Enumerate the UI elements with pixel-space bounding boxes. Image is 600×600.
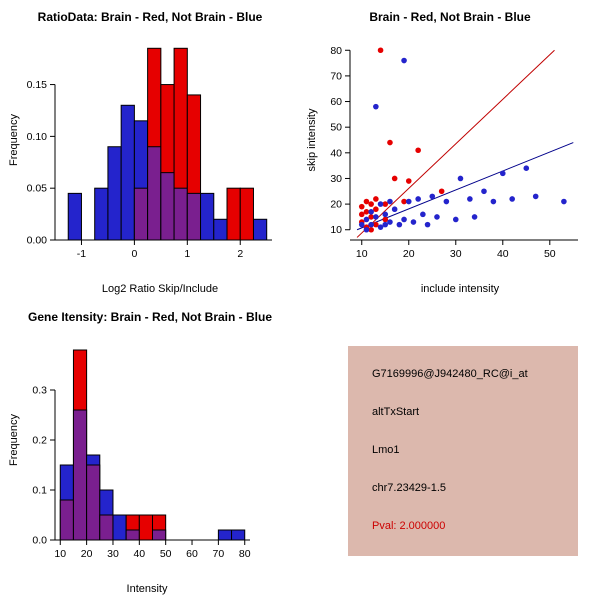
svg-text:0.15: 0.15 xyxy=(27,79,48,91)
svg-text:60: 60 xyxy=(330,96,342,108)
svg-text:70: 70 xyxy=(213,548,225,560)
svg-text:10: 10 xyxy=(356,248,368,260)
gene-histogram-ylabel: Frequency xyxy=(8,414,20,466)
ratio-histogram-xlabel: Log2 Ratio Skip/Include xyxy=(101,283,219,295)
svg-text:1: 1 xyxy=(184,248,190,260)
svg-text:0.05: 0.05 xyxy=(27,183,48,195)
svg-text:40: 40 xyxy=(497,248,509,260)
svg-text:2: 2 xyxy=(237,248,243,260)
svg-text:0.0: 0.0 xyxy=(32,535,47,547)
svg-text:40: 40 xyxy=(133,548,145,560)
intensity-scatter-xlabel: include intensity xyxy=(420,283,500,295)
gene-histogram-chart: 10 20 30 40 50 60 70 80 0.0 0.1 0.2 0.3 xyxy=(32,349,251,560)
ratio-histogram-title: RatioData: Brain - Red, Not Brain - Blue xyxy=(37,10,263,24)
gene-histogram-xlabel: Intensity xyxy=(126,583,168,595)
svg-text:50: 50 xyxy=(330,122,342,134)
svg-text:50: 50 xyxy=(544,248,556,260)
svg-text:0.00: 0.00 xyxy=(27,235,48,247)
svg-text:60: 60 xyxy=(186,548,198,560)
intensity-scatter-title: Brain - Red, Not Brain - Blue xyxy=(369,10,531,24)
pval: Pval: 2.000000 xyxy=(372,520,446,532)
svg-text:0: 0 xyxy=(131,248,137,260)
svg-text:30: 30 xyxy=(450,248,462,260)
svg-text:70: 70 xyxy=(330,70,342,82)
svg-text:40: 40 xyxy=(330,147,342,159)
panel-gene-histogram: Gene Itensity: Brain - Red, Not Brain - … xyxy=(0,300,300,600)
svg-text:10: 10 xyxy=(54,548,66,560)
intensity-scatter-chart: 10 20 30 40 50 10 20 30 40 50 60 70 80 xyxy=(330,45,578,260)
ratio-histogram-chart: -1 0 1 2 0.00 0.05 0.10 0.15 xyxy=(27,47,272,260)
svg-text:0.10: 0.10 xyxy=(27,131,48,143)
svg-text:0.1: 0.1 xyxy=(32,485,47,497)
gene-name: Lmo1 xyxy=(372,444,400,456)
panel-info: G7169996@J942480_RC@i_at altTxStart Lmo1… xyxy=(300,300,600,600)
locus: chr7.23429-1.5 xyxy=(372,482,446,494)
svg-text:10: 10 xyxy=(330,224,342,236)
info-panel: G7169996@J942480_RC@i_at altTxStart Lmo1… xyxy=(348,346,578,556)
svg-text:-1: -1 xyxy=(77,248,86,260)
svg-text:0.2: 0.2 xyxy=(32,435,47,447)
svg-text:80: 80 xyxy=(330,45,342,57)
probe-id: G7169996@J942480_RC@i_at xyxy=(372,368,528,380)
svg-text:80: 80 xyxy=(239,548,251,560)
gene-histogram-title: Gene Itensity: Brain - Red, Not Brain - … xyxy=(27,310,273,324)
svg-text:20: 20 xyxy=(403,248,415,260)
svg-text:30: 30 xyxy=(107,548,119,560)
svg-text:20: 20 xyxy=(81,548,93,560)
intensity-scatter-ylabel: skip intensity xyxy=(306,108,318,172)
svg-text:0.3: 0.3 xyxy=(32,385,47,397)
ratio-histogram-ylabel: Frequency xyxy=(8,114,20,166)
svg-text:30: 30 xyxy=(330,173,342,185)
panel-ratio-histogram: RatioData: Brain - Red, Not Brain - Blue… xyxy=(0,0,300,300)
svg-text:50: 50 xyxy=(160,548,172,560)
panel-intensity-scatter: Brain - Red, Not Brain - Blue 10 20 30 40 50… xyxy=(300,0,600,300)
event-type: altTxStart xyxy=(372,406,420,418)
svg-text:20: 20 xyxy=(330,199,342,211)
